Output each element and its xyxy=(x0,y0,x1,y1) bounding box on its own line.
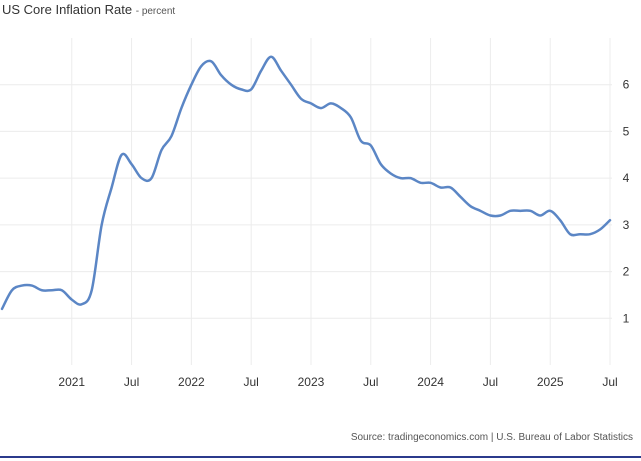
x-tick-label-0: 2021 xyxy=(58,375,85,389)
y-tick-label-0: 1 xyxy=(623,311,630,325)
x-tick-label-6: 2024 xyxy=(417,375,444,389)
y-tick-label-5: 6 xyxy=(623,78,630,92)
y-axis-tick-labels: 1 2 3 4 5 6 xyxy=(623,78,630,326)
y-tick-label-4: 5 xyxy=(623,124,630,138)
x-tick-label-1: Jul xyxy=(124,375,139,389)
x-tick-label-5: Jul xyxy=(363,375,378,389)
horizontal-gridlines xyxy=(0,84,612,319)
x-tick-label-4: 2023 xyxy=(298,375,325,389)
line-chart: 1 2 3 4 5 6 2021 Jul 2022 Jul 2023 Jul 2024 Jul 2025 J… xyxy=(0,38,630,389)
series-group xyxy=(0,55,612,311)
chart-subtitle: percent xyxy=(141,6,176,17)
y-tick-label-2: 3 xyxy=(623,218,630,232)
chart-subtitle-separator: - xyxy=(135,6,142,17)
chart-title-block: US Core Inflation Rate - percent xyxy=(2,2,175,17)
x-tick-label-9: Jul xyxy=(602,375,617,389)
y-tick-label-3: 4 xyxy=(623,171,630,185)
y-tick-label-1: 2 xyxy=(623,265,630,279)
chart-title: US Core Inflation Rate xyxy=(2,2,133,17)
x-tick-label-8: 2025 xyxy=(537,375,564,389)
x-tick-label-7: Jul xyxy=(483,375,498,389)
x-axis-tick-labels: 2021 Jul 2022 Jul 2023 Jul 2024 Jul 2025 Jul xyxy=(58,375,617,389)
bottom-rule xyxy=(0,456,641,458)
series-line-0 xyxy=(0,55,612,311)
x-tick-label-2: 2022 xyxy=(178,375,205,389)
vertical-gridlines xyxy=(71,38,611,365)
x-tick-label-3: Jul xyxy=(244,375,259,389)
source-note: Source: tradingeconomics.com | U.S. Bure… xyxy=(350,432,633,443)
